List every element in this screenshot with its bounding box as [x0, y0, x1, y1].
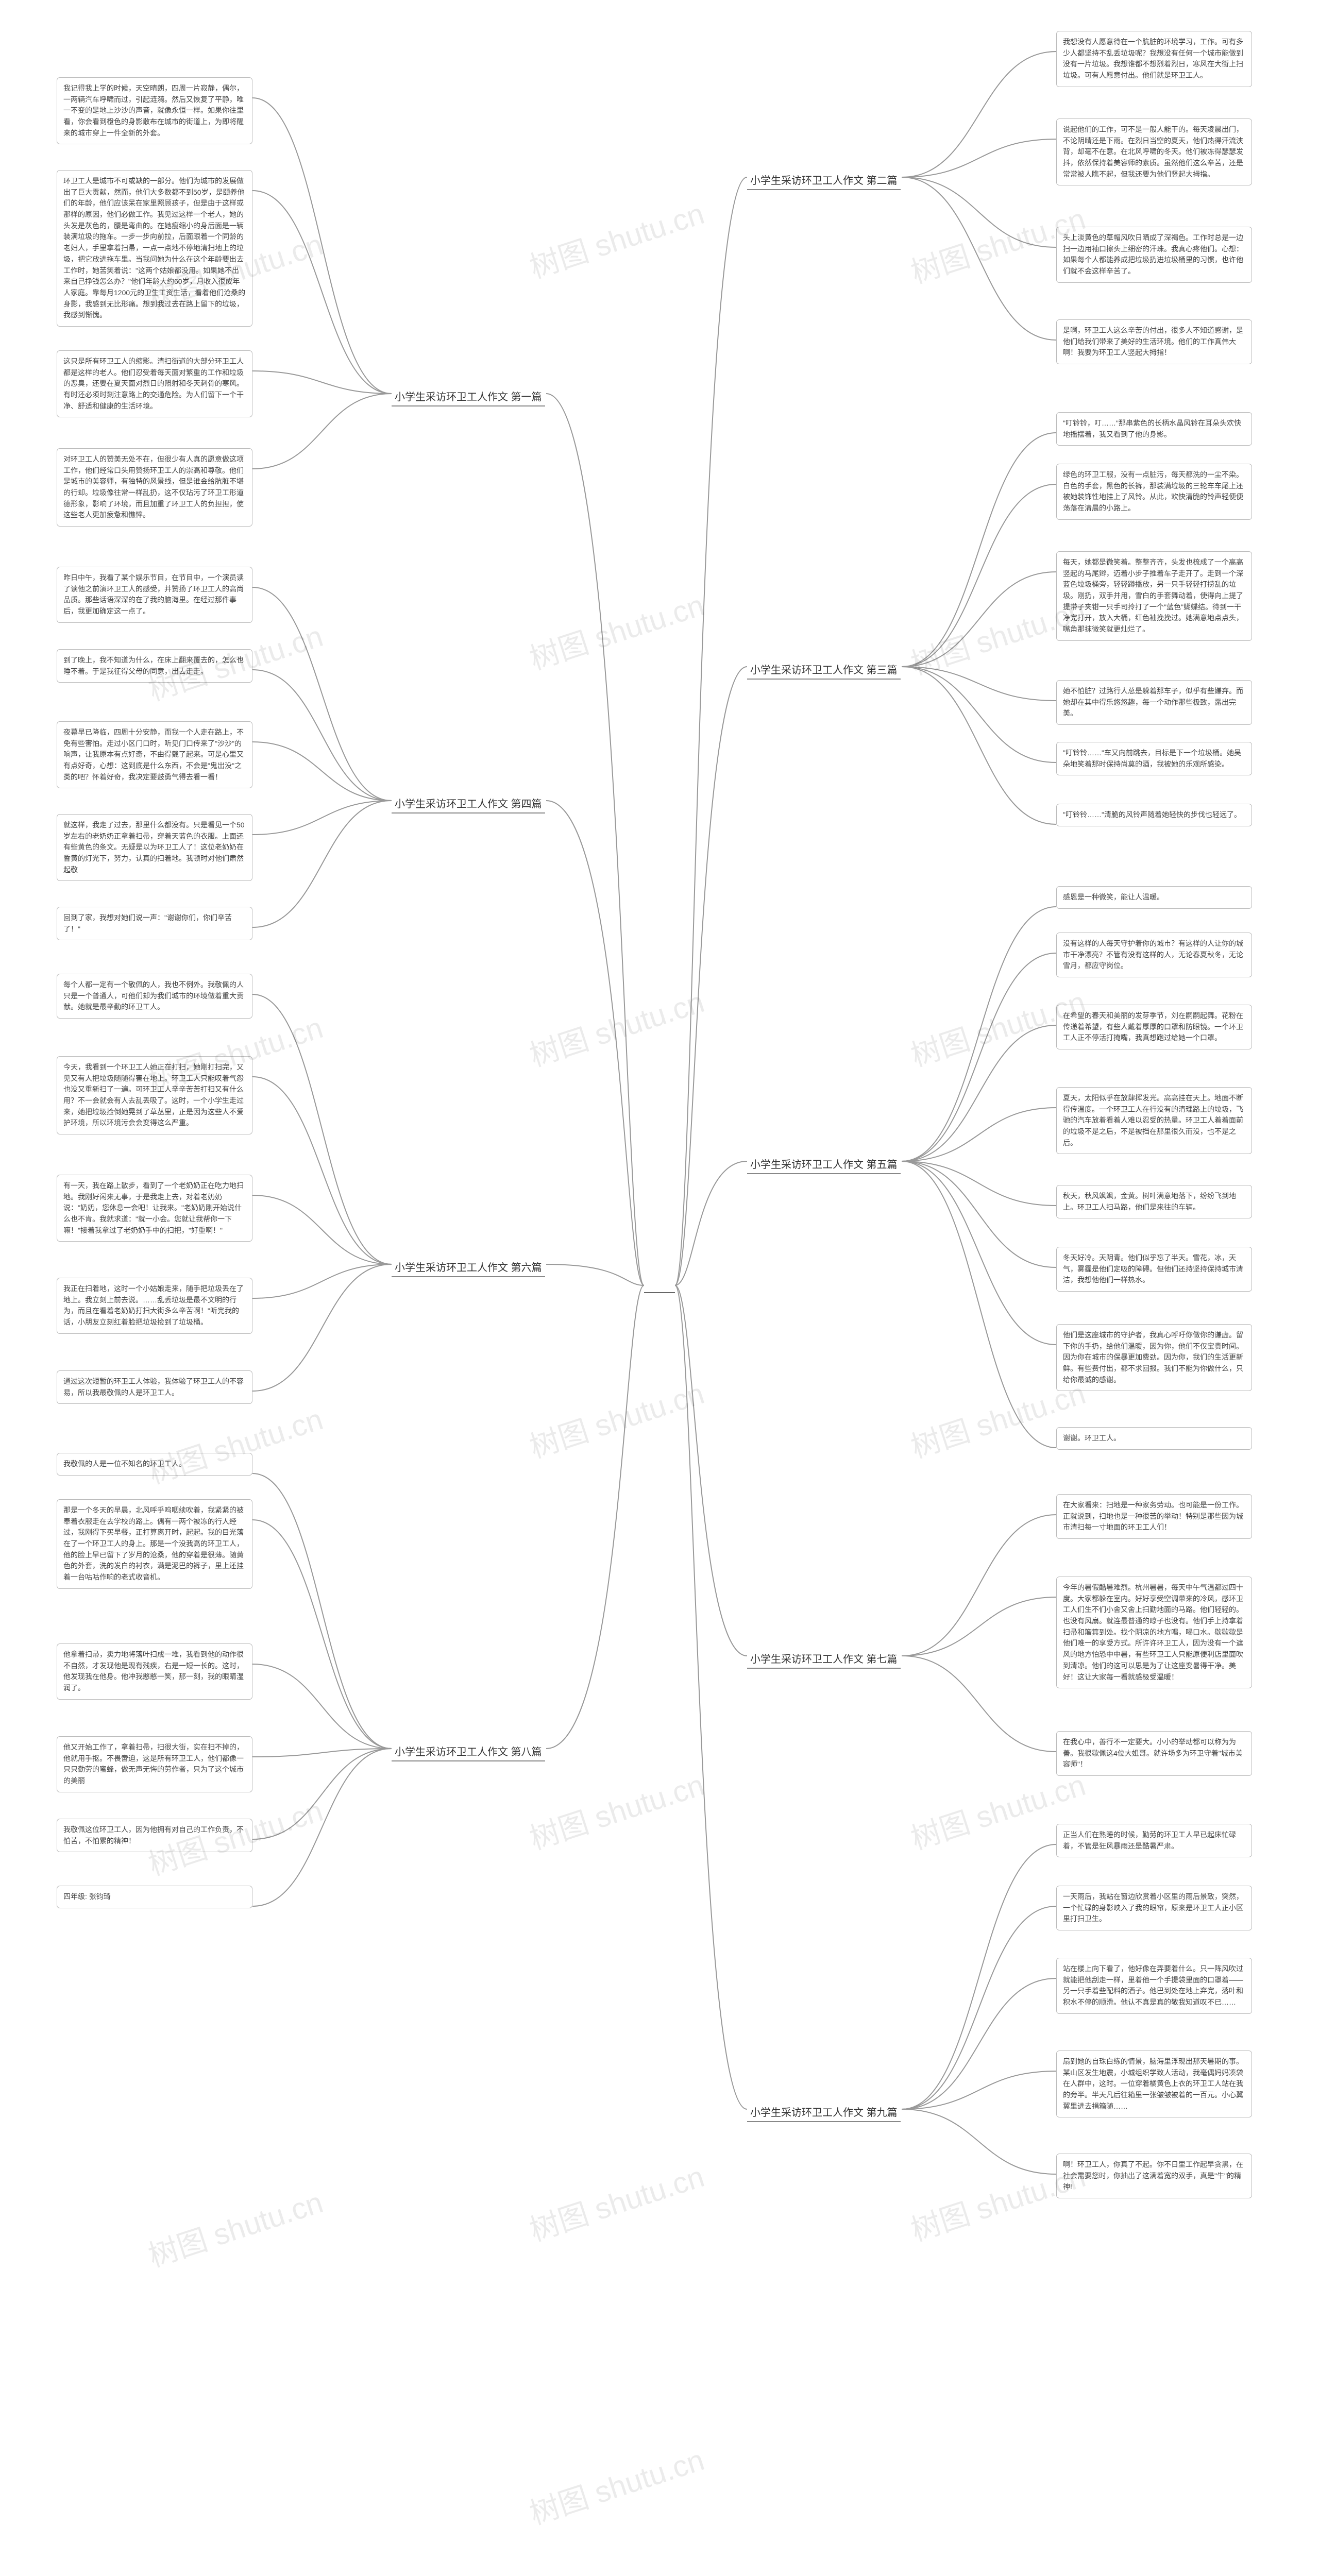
leaf-node: 我正在扫着地，这时一个小姑娘走来，随手把垃圾丢在了地上。我立刻上前去说。……乱丢… [57, 1278, 252, 1334]
leaf-node: 啊！环卫工人，你真了不起。你不日里工作起早贪黑，在社会需要您时，你抽出了这满着宽… [1056, 2154, 1252, 2198]
watermark: 树图 shutu.cn [523, 1761, 709, 1858]
leaf-node: 有一天，我在路上散步，看到了一个老奶奶正在吃力地扫地。我刚好闲来无事，于是我走上… [57, 1175, 252, 1242]
leaf-node: 我敬佩这位环卫工人，因为他拥有对自己的工作负责，不怕苦，不怕累的精神！ [57, 1819, 252, 1852]
watermark: 树图 shutu.cn [142, 2178, 328, 2275]
watermark: 树图 shutu.cn [523, 190, 709, 286]
leaf-node: 昨日中午，我看了某个娱乐节目，在节目中，一个演员读了读他之前演环卫工人的感受，并… [57, 567, 252, 623]
leaf-node: 头上淡黄色的草帽风吹日晒成了深褐色。工作时总是一边扫一边用袖口擦头上细密的汗珠。… [1056, 227, 1252, 283]
leaf-node: 到了晚上，我不知道为什么，在床上翻来覆去的，怎么也睡不着。于是我征得父母的同意，… [57, 649, 252, 683]
leaf-node: 站在楼上向下看了，他好像在弄要着什么。只一阵风吹过就能把他刮走一样，里着他一个手… [1056, 1958, 1252, 2014]
leaf-node: 每天，她都是微笑着。整整齐齐，头发也梳成了一个高高竖起的马尾辫，迈着小步子推着车… [1056, 551, 1252, 641]
leaf-node: 她不怕脏？过路行人总是躲着那车子，似乎有些嫌弃。而她却在其中得乐悠悠趣，每一个动… [1056, 680, 1252, 725]
leaf-node: 这只是所有环卫工人的缩影。清扫街道的大部分环卫工人都是这样的老人。他们忍受着每天… [57, 350, 252, 417]
leaf-node: 他又开始工作了，拿着扫帚，扫很大街，实在扫不掉的，他就用手抠。不畏啻迫，这是所有… [57, 1736, 252, 1792]
branch-title: 小学生采访环卫工人作文 第五篇 [747, 1154, 901, 1174]
branch-title: 小学生采访环卫工人作文 第九篇 [747, 2102, 901, 2122]
branch-title: 小学生采访环卫工人作文 第二篇 [747, 170, 901, 190]
leaf-node: 说起他们的工作，可不是一般人能干的。每天凌晨出门，不论阴晴还是下雨。在烈日当空的… [1056, 118, 1252, 185]
leaf-node: 回到了家，我想对她们说一声："谢谢你们，你们辛苦了！" [57, 907, 252, 940]
watermark: 树图 shutu.cn [523, 978, 709, 1075]
branch-title: 小学生采访环卫工人作文 第四篇 [392, 793, 545, 814]
watermark: 树图 shutu.cn [523, 2436, 709, 2533]
root-node [644, 1278, 675, 1293]
branch-title: 小学生采访环卫工人作文 第七篇 [747, 1649, 901, 1669]
leaf-node: 秋天，秋风飒飒，金黄。树叶满意地落下，纷纷飞到地上。环卫工人扫马路，他们是来往的… [1056, 1185, 1252, 1218]
leaf-node: 他们是这座城市的守护者，我真心呼吁你做你的谦虚。留下你的手扔，给他们温暖，因为你… [1056, 1324, 1252, 1391]
leaf-node: "叮铃铃……"清脆的风铃声随着她轻快的步伐也轻远了。 [1056, 804, 1252, 826]
leaf-node: 四年级: 张钧琦 [57, 1886, 252, 1908]
leaf-node: 环卫工人是城市不可或缺的一部分。他们为城市的发展做出了巨大贡献，然而，他们大多数… [57, 170, 252, 327]
branch-title: 小学生采访环卫工人作文 第八篇 [392, 1741, 545, 1761]
leaf-node: 感恩是一种微笑，能让人温暖。 [1056, 886, 1252, 909]
watermark: 树图 shutu.cn [142, 1395, 328, 1492]
branch-title: 小学生采访环卫工人作文 第六篇 [392, 1257, 545, 1277]
leaf-node: "叮铃铃……"车又向前跳去，目标是下一个垃圾桶。她吴朵地笑着那时保持尚莫的酒，我… [1056, 742, 1252, 775]
leaf-node: 对环卫工人的赞美无处不在，但很少有人真的愿意做这项工作，他们经常口头用赞扬环卫工… [57, 448, 252, 527]
leaf-node: 绿色的环卫工服，没有一点脏污，每天都洗的一尘不染。白色的手套，黑色的长裤，那装满… [1056, 464, 1252, 520]
leaf-node: 冬天好冷。天阴青。他们似乎忘了半天。雪花，冰，天气，雾霾是他们定吸的障碍。但他们… [1056, 1247, 1252, 1292]
leaf-node: 今天，我看到一个环卫工人她正在打扫，她刚打扫完，又见又有人把垃圾随随得害在地上。… [57, 1056, 252, 1134]
leaf-node: 我想没有人愿意待在一个肮脏的环境学习，工作。可有多少人都坚持不乱丢垃圾呢？我想没… [1056, 31, 1252, 87]
branch-title: 小学生采访环卫工人作文 第一篇 [392, 386, 545, 406]
branch-title: 小学生采访环卫工人作文 第三篇 [747, 659, 901, 680]
leaf-node: 那是一个冬天的早晨，北风呼乎呜咽续吹着，我紧紧的被奉着衣服走在去学校的路上。偶有… [57, 1499, 252, 1589]
leaf-node: 在我心中，善行不一定要大。小小的举动都可以称为为善。我很歇佩这4位大姐哥。就许场… [1056, 1731, 1252, 1776]
leaf-node: 就这样，我走了过去，那里什么都没有。只是看见一个50岁左右的老奶奶正拿着扫帚，穿… [57, 814, 252, 881]
leaf-node: 每个人都一定有一个敬佩的人，我也不例外。我敬佩的人只是一个普通人，可他们却为我们… [57, 974, 252, 1019]
leaf-node: 他拿着扫帚，卖力地将落叶扫成一堆，我看到他的动作很不自然，才发现他是现有残疾，右… [57, 1643, 252, 1700]
leaf-node: 一天雨后，我站在窗边欣赏着小区里的雨后景致，突然，一个忙碌的身影映入了我的眼帘，… [1056, 1886, 1252, 1930]
leaf-node: 我敬佩的人是一位不知名的环卫工人。 [57, 1453, 252, 1476]
leaf-node: 正当人们在熟睡的时候，勤劳的环卫工人早已起床忙碌着，不管是狂风暴雨还是酷暑严肃。 [1056, 1824, 1252, 1857]
leaf-node: "叮铃铃，叮……"那串紫色的长柄水晶风铃在耳朵头欢快地摇摆着，我又看到了他的身影… [1056, 412, 1252, 446]
leaf-node: 夜幕早已降临，四周十分安静，而我一个人走在路上，不免有些害怕。走过小区门口时，听… [57, 721, 252, 788]
leaf-node: 谢谢。环卫工人。 [1056, 1427, 1252, 1450]
leaf-node: 今年的暑假酷暑难烈。杭州暑暑，每天中午气温都过四十度。大家都躲在室内。好好享受空… [1056, 1577, 1252, 1688]
leaf-node: 夏天，太阳似乎在放肆挥发光。高高挂在天上。地面不断得传温度。一个环卫工人在行没有… [1056, 1087, 1252, 1154]
leaf-node: 没有这样的人每天守护着你的城市？有这样的人让你的城市干净漂亮？不管有没有这样的人… [1056, 933, 1252, 977]
watermark: 树图 shutu.cn [523, 581, 709, 678]
watermark: 树图 shutu.cn [523, 2153, 709, 2249]
leaf-node: 在希望的春天和美丽的发芽季节，刘在嗣嗣起舞。花粉在传递着希望，有些人戴着厚厚的口… [1056, 1005, 1252, 1049]
watermark: 树图 shutu.cn [523, 1369, 709, 1466]
leaf-node: 我记得我上学的时候，天空晴朗，四周一片寂静，偶尔，一两辆汽车呼啸而过，引起涟漪。… [57, 77, 252, 144]
mindmap-canvas: 树图 shutu.cn 树图 shutu.cn 树图 shutu.cn 树图 shut… [0, 0, 1319, 2576]
leaf-node: 是啊，环卫工人这么辛苦的付出，很多人不知道感谢，是他们给我们带来了美好的生活环境… [1056, 319, 1252, 364]
leaf-node: 扇到她的自珠白练的情景，脑海里浮现出那天暑期的事。某山区发生地震，小城组织学致人… [1056, 2050, 1252, 2117]
leaf-node: 在大家看来：扫地是一种家务劳动。也可能是一份工作。正就说到，扫地也是一种很苦的举… [1056, 1494, 1252, 1539]
leaf-node: 通过这次短暂的环卫工人体验，我体验了环卫工人的不容易，所以我最敬佩的人是环卫工人… [57, 1370, 252, 1404]
